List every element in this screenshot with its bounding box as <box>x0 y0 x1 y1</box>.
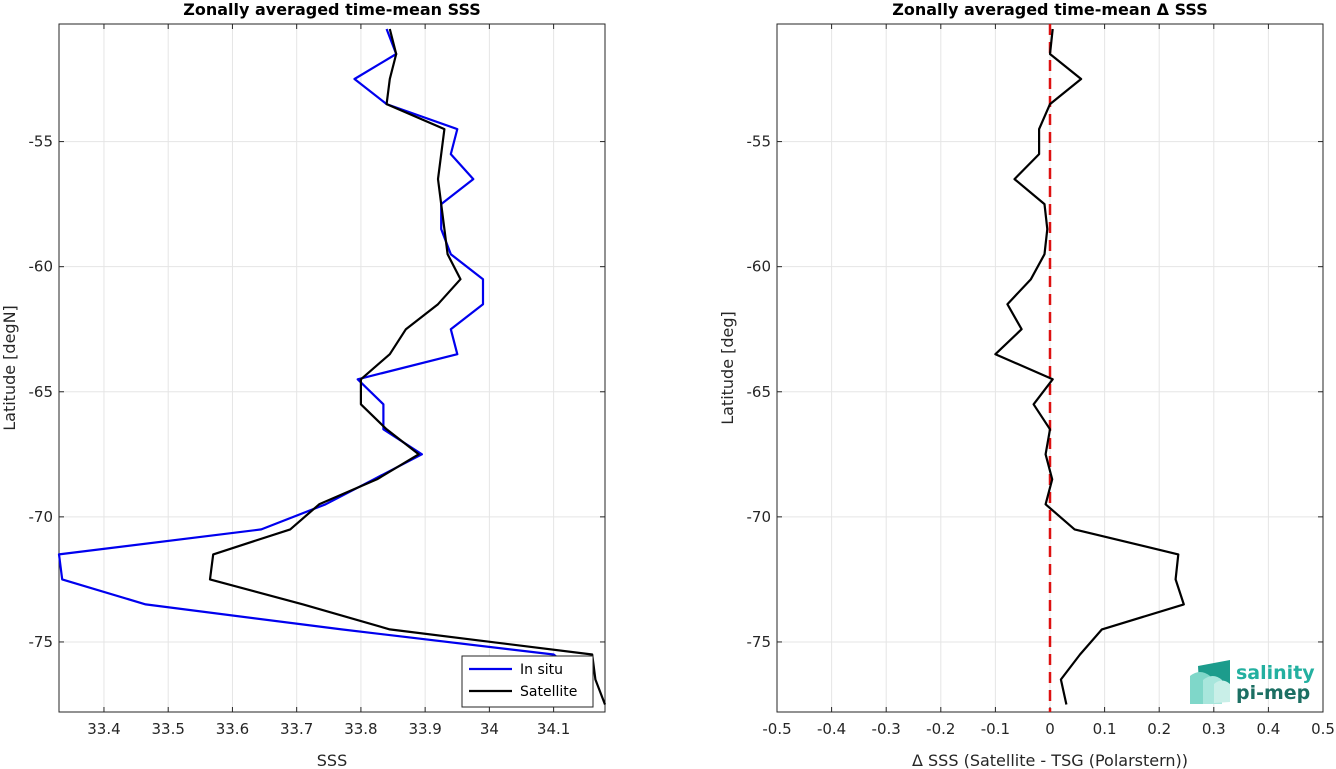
right-x-tick-labels: -0.5 -0.4 -0.3 -0.2 -0.1 0 0.1 0.2 0.3 0.4 0.5 <box>762 720 1335 738</box>
left-axes-frame <box>58 23 606 713</box>
x-tick-label: 0.3 <box>1202 720 1226 738</box>
x-tick-label: 33.5 <box>151 720 184 738</box>
left-x-axis-label: SSS <box>317 751 347 769</box>
left-x-tick-labels: 33.4 33.5 33.6 33.7 33.8 33.9 34 34.1 <box>87 720 570 738</box>
right-series <box>994 28 1185 705</box>
left-y-axis-label: Latitude [degN] <box>0 305 19 431</box>
x-tick-label: 33.4 <box>87 720 120 738</box>
right-plot: -0.5 -0.4 -0.3 -0.2 -0.1 0 0.1 0.2 0.3 0.4 0.5 -55… <box>718 0 1335 769</box>
x-tick-label: 33.6 <box>216 720 249 738</box>
y-tick-label: -55 <box>29 133 54 151</box>
salinity-pi-mep-logo: salinity pi-mep <box>1190 660 1315 704</box>
x-tick-label: 34.1 <box>537 720 570 738</box>
x-tick-label: -0.1 <box>981 720 1010 738</box>
y-tick-label: -70 <box>29 508 54 526</box>
left-grid <box>59 24 605 712</box>
legend-label-satellite: Satellite <box>520 684 577 700</box>
logo-wordmark-top: salinity <box>1236 662 1315 684</box>
y-tick-label: -60 <box>747 258 772 276</box>
series-line-in-situ <box>57 28 587 705</box>
y-tick-label: -70 <box>747 508 772 526</box>
y-tick-label: -65 <box>29 383 54 401</box>
legend-label-in-situ: In situ <box>520 662 563 678</box>
left-plot: 33.4 33.5 33.6 33.7 33.8 33.9 34 34.1 -55 -60 -65… <box>0 0 607 769</box>
right-y-tick-labels: -55 -60 -65 -70 -75 <box>747 133 772 651</box>
legend: In situ Satellite <box>461 655 594 708</box>
logo-emblem <box>1190 660 1230 704</box>
y-tick-label: -55 <box>747 133 772 151</box>
x-tick-label: -0.2 <box>926 720 955 738</box>
right-y-axis-label: Latitude [deg] <box>718 311 737 425</box>
left-tick-marks <box>59 24 605 712</box>
x-tick-label: 33.9 <box>408 720 441 738</box>
x-tick-label: -0.4 <box>817 720 846 738</box>
y-tick-label: -65 <box>747 383 772 401</box>
x-tick-label: 0 <box>1045 720 1055 738</box>
series-line-satellite <box>208 28 607 705</box>
x-tick-label: 33.7 <box>280 720 313 738</box>
left-series <box>57 28 607 705</box>
right-tick-marks <box>776 24 1324 712</box>
left-chart-title: Zonally averaged time-mean SSS <box>183 0 481 19</box>
right-x-axis-label: Δ SSS (Satellite - TSG (Polarstern)) <box>912 751 1188 769</box>
x-tick-label: -0.5 <box>762 720 791 738</box>
left-y-tick-labels: -55 -60 -65 -70 -75 <box>29 133 54 651</box>
y-tick-label: -60 <box>29 258 54 276</box>
x-tick-label: -0.3 <box>872 720 901 738</box>
logo-wordmark-bottom: pi-mep <box>1236 682 1310 704</box>
x-tick-label: 0.4 <box>1256 720 1280 738</box>
y-tick-label: -75 <box>29 633 54 651</box>
series-line-delta-sss <box>994 28 1185 705</box>
x-tick-label: 33.8 <box>344 720 377 738</box>
legend-box <box>461 655 594 708</box>
x-tick-label: 0.2 <box>1147 720 1171 738</box>
right-chart-title: Zonally averaged time-mean Δ SSS <box>892 0 1208 19</box>
x-tick-label: 0.5 <box>1311 720 1335 738</box>
x-tick-label: 0.1 <box>1093 720 1117 738</box>
x-tick-label: 34 <box>480 720 499 738</box>
y-tick-label: -75 <box>747 633 772 651</box>
